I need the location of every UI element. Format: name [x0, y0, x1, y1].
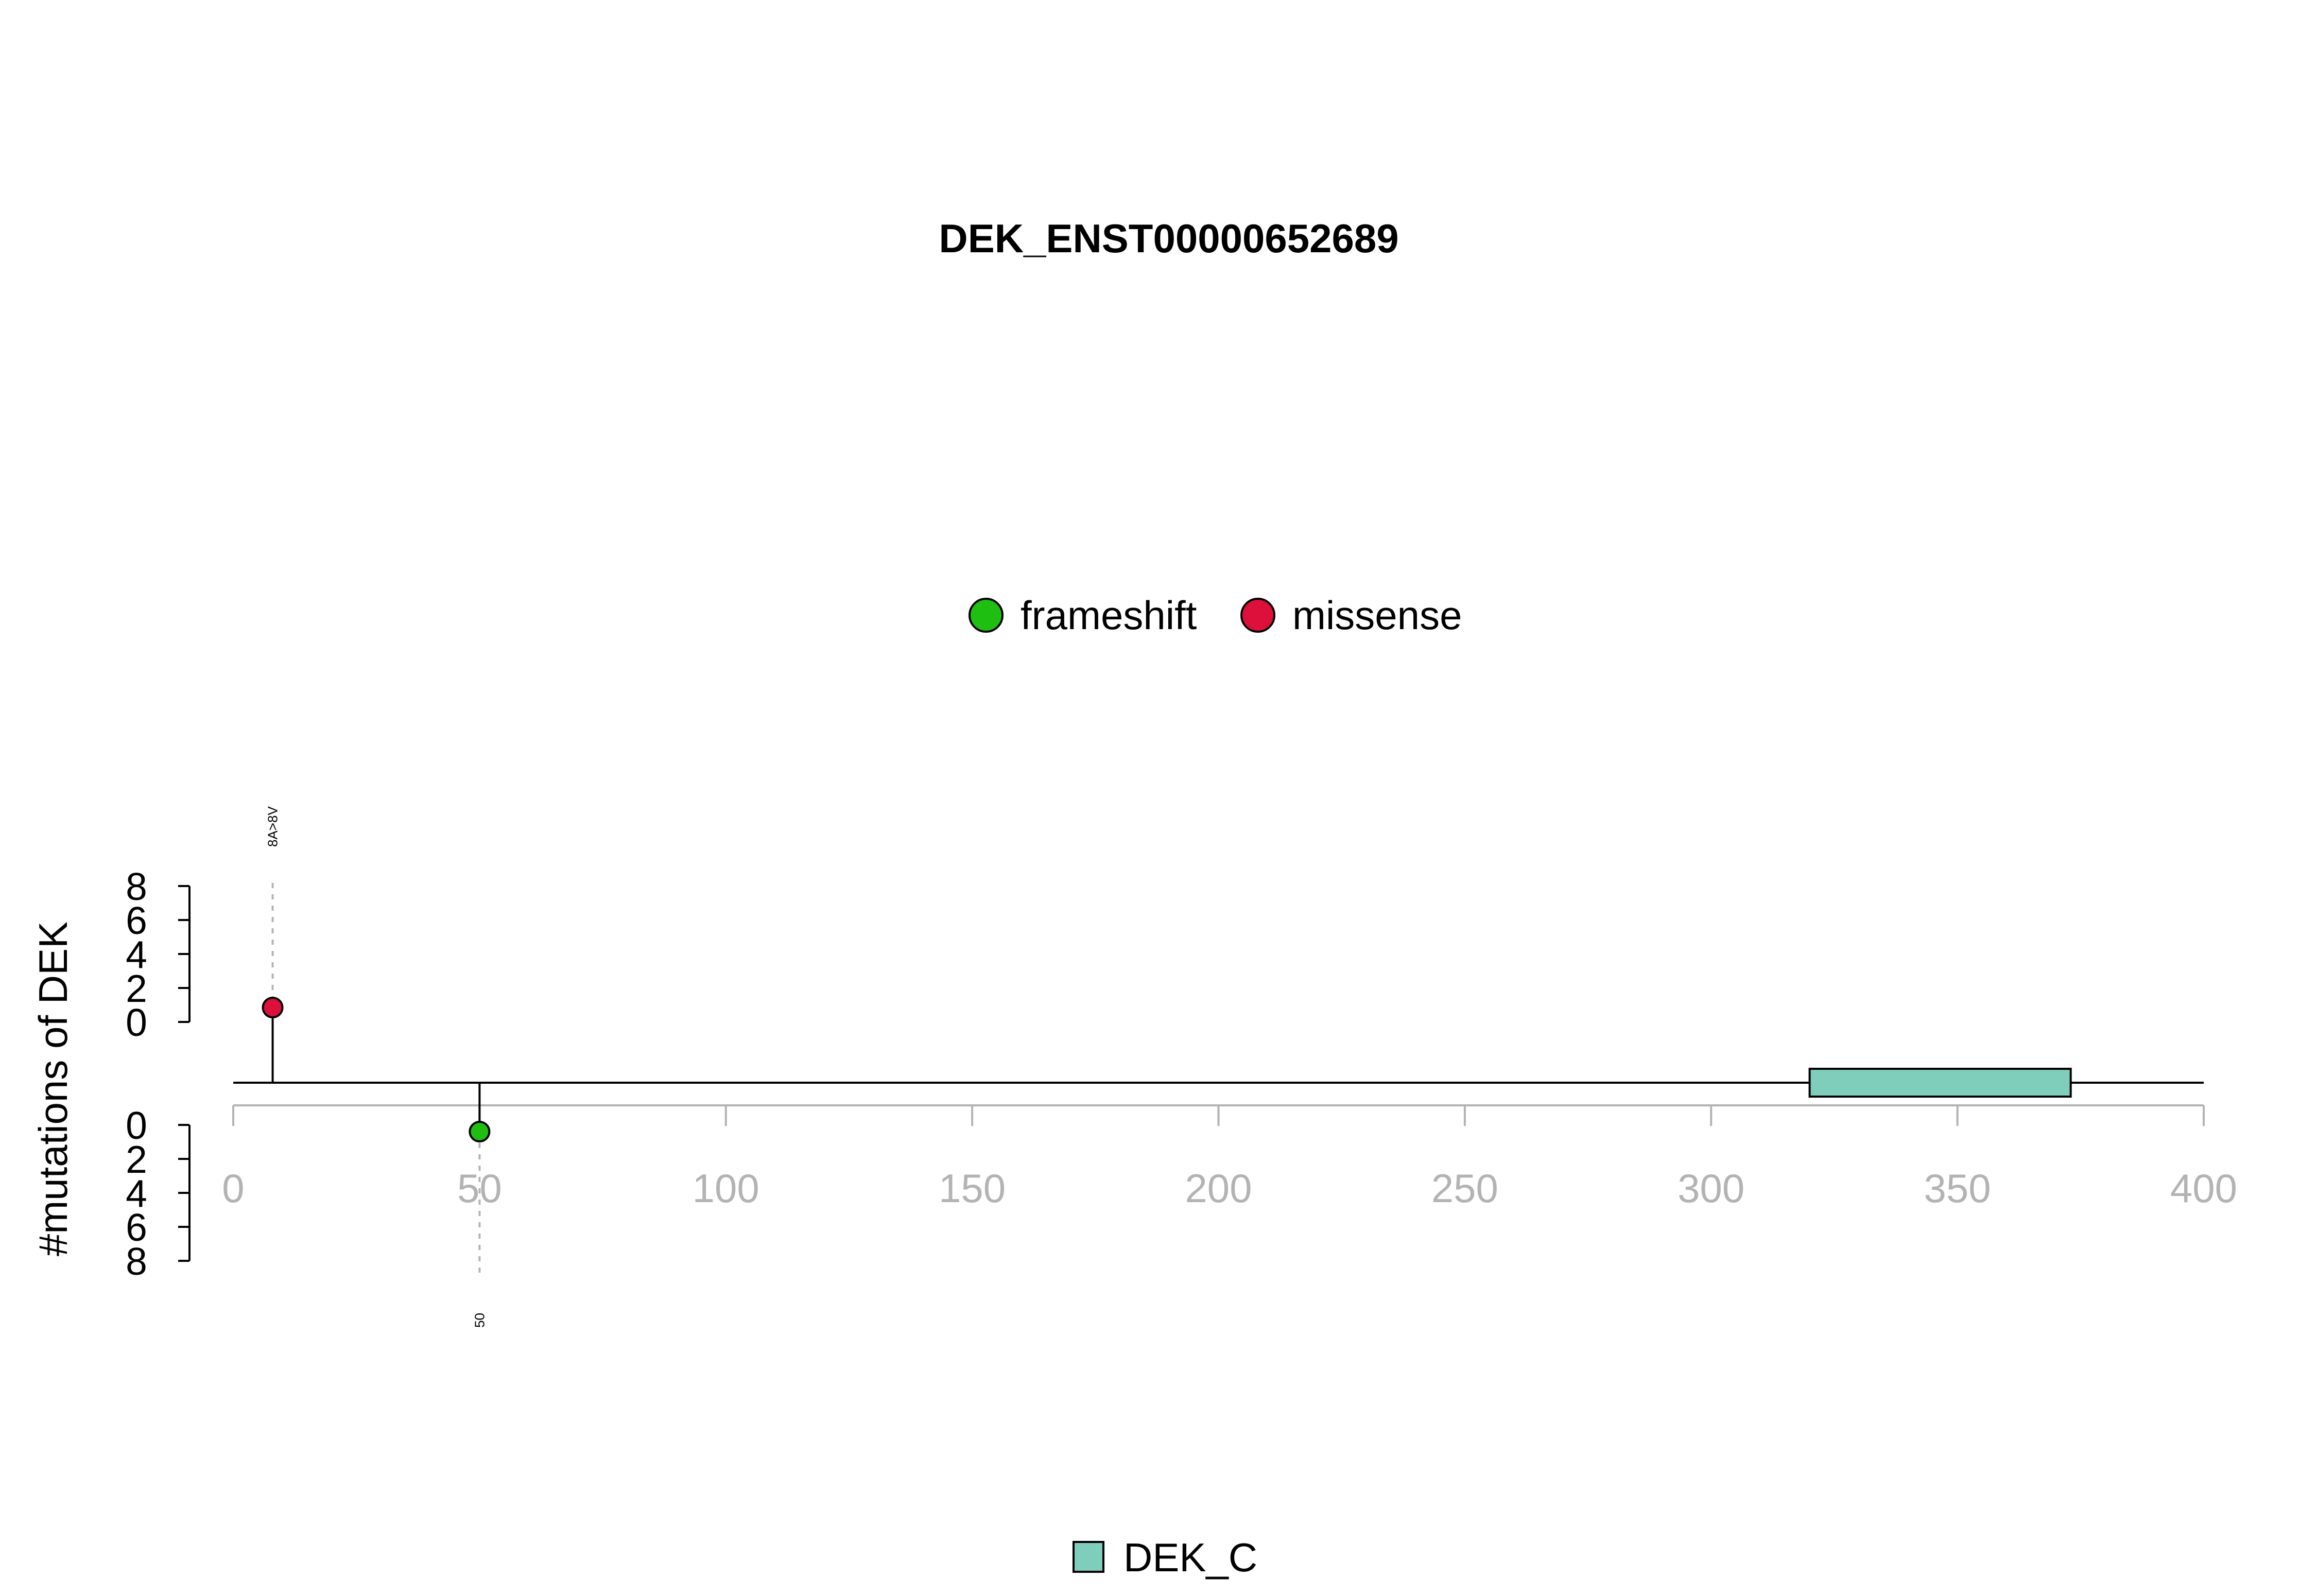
lower-y-tick-label: 6 — [126, 1206, 147, 1249]
domain-dek-c — [1808, 1068, 2072, 1098]
x-tick-label: 150 — [939, 1166, 1006, 1211]
mutation-label: 50 — [472, 1313, 487, 1328]
x-tick-label: 300 — [1678, 1166, 1744, 1211]
upper-y-tick-label: 2 — [126, 967, 147, 1010]
mutation-layer: 8A>8V 50 — [262, 806, 491, 1328]
x-tick-label: 0 — [222, 1166, 244, 1211]
legend-missense-label: missense — [1292, 593, 1462, 638]
x-tick-label: 250 — [1431, 1166, 1498, 1211]
mutation-point-frameshift — [469, 1121, 491, 1142]
lower-y-tick-label: 4 — [126, 1172, 147, 1215]
legend-dek-c-swatch — [1073, 1541, 1104, 1573]
domain-layer — [233, 1068, 2204, 1098]
x-tick-label: 200 — [1185, 1166, 1252, 1211]
lower-y-tick-label: 0 — [126, 1104, 147, 1147]
lower-y-tick-label: 8 — [126, 1240, 147, 1283]
mutation-legend: frameshift missense — [969, 593, 1462, 638]
legend-missense-marker — [1240, 598, 1275, 633]
chart-title: DEK_ENST00000652689 — [939, 216, 1398, 261]
legend-frameshift-marker — [969, 598, 1004, 633]
x-tick-label: 350 — [1924, 1166, 1991, 1211]
y-axis-label: #mutations of DEK — [30, 922, 76, 1256]
lower-y-tick-label: 2 — [126, 1138, 147, 1181]
mutation-label: 8A>8V — [265, 806, 281, 847]
domain-legend: DEK_C — [1073, 1535, 1257, 1580]
x-tick-label: 400 — [2170, 1166, 2237, 1211]
x-tick-label: 100 — [693, 1166, 759, 1211]
upper-y-tick-label: 6 — [126, 899, 147, 942]
x-axis: 0 50 100 150 200 250 300 350 400 — [222, 1104, 2237, 1211]
upper-y-tick-label: 0 — [126, 1001, 147, 1044]
mutation-point-missense — [262, 997, 284, 1018]
legend-frameshift-label: frameshift — [1021, 593, 1197, 638]
legend-dek-c-label: DEK_C — [1123, 1535, 1257, 1580]
upper-y-tick-label: 8 — [126, 865, 147, 908]
upper-y-tick-label: 4 — [126, 933, 147, 976]
